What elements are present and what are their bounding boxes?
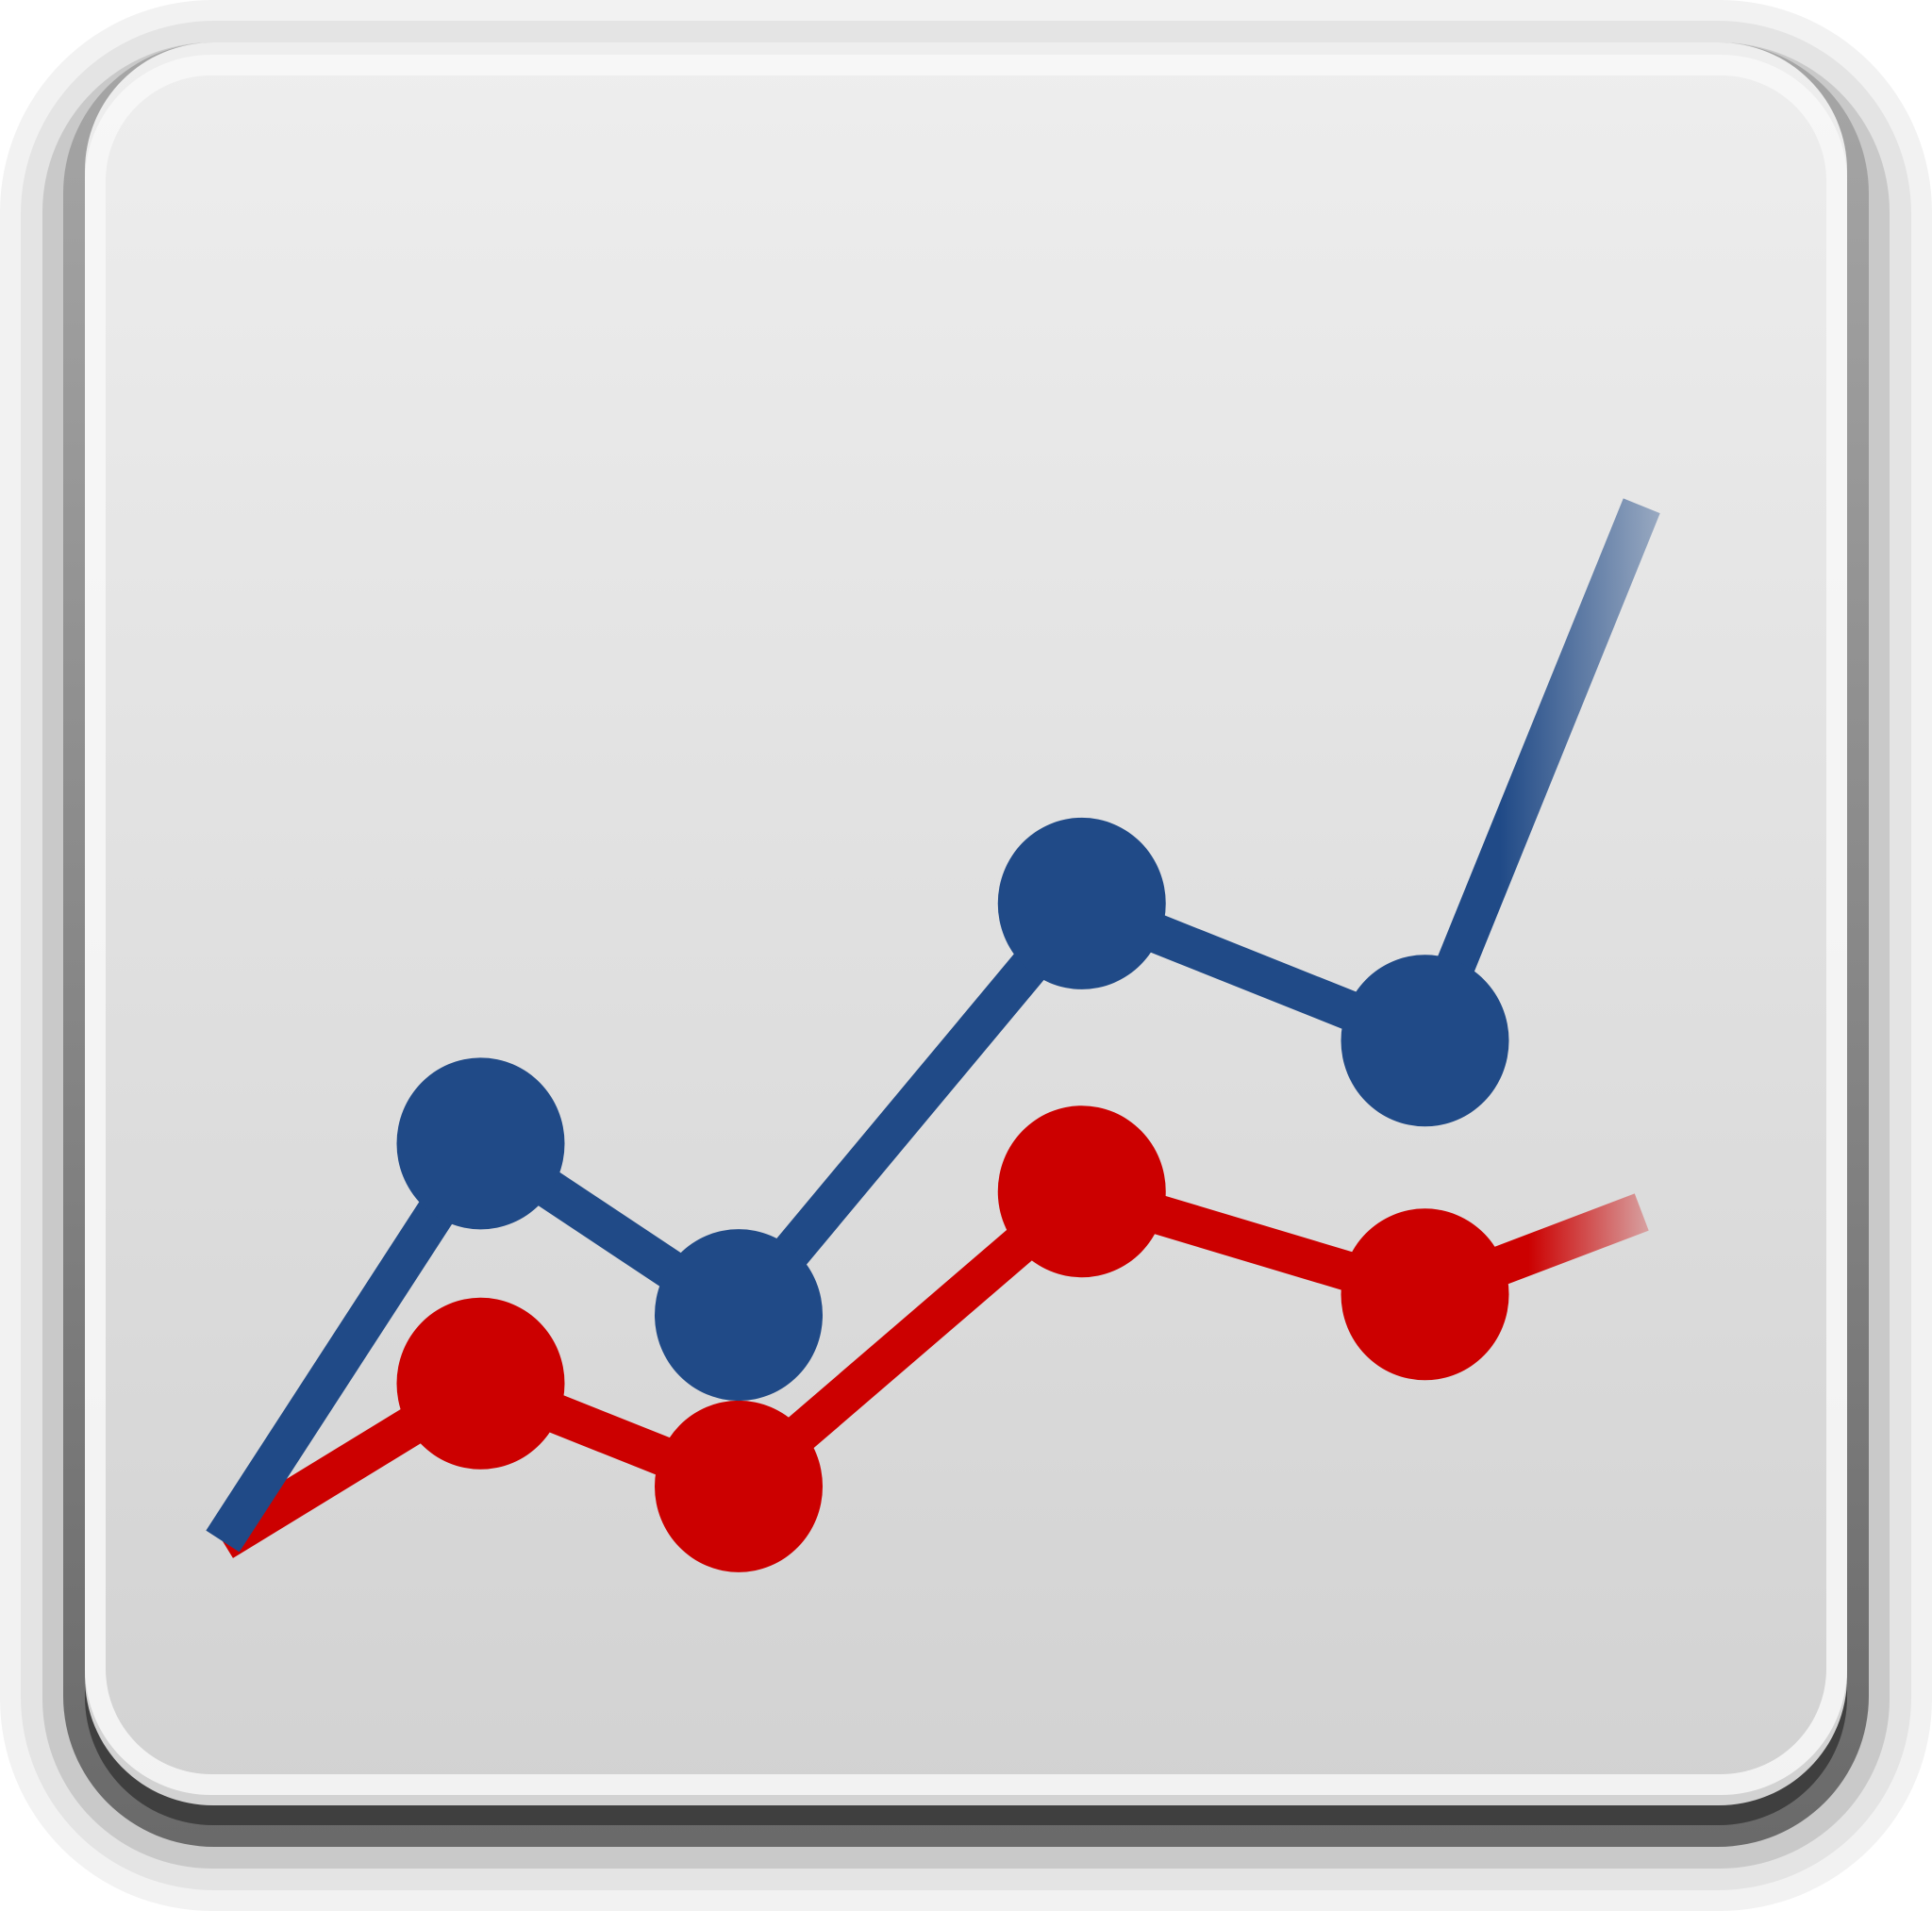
red-series-point [1341,1208,1509,1381]
blue-series-point [655,1229,823,1402]
red-series-point [655,1400,823,1572]
blue-series-trailing-segment [1407,498,1660,1049]
icon-face [85,42,1847,1805]
red-series-point [396,1297,565,1470]
blue-series-point [997,817,1166,989]
icon-face-highlight [85,55,1847,1795]
blue-series-point [396,1057,565,1230]
blue-series-point [1341,955,1509,1127]
red-series-point [997,1105,1166,1278]
chart-artwork [206,498,1660,1572]
